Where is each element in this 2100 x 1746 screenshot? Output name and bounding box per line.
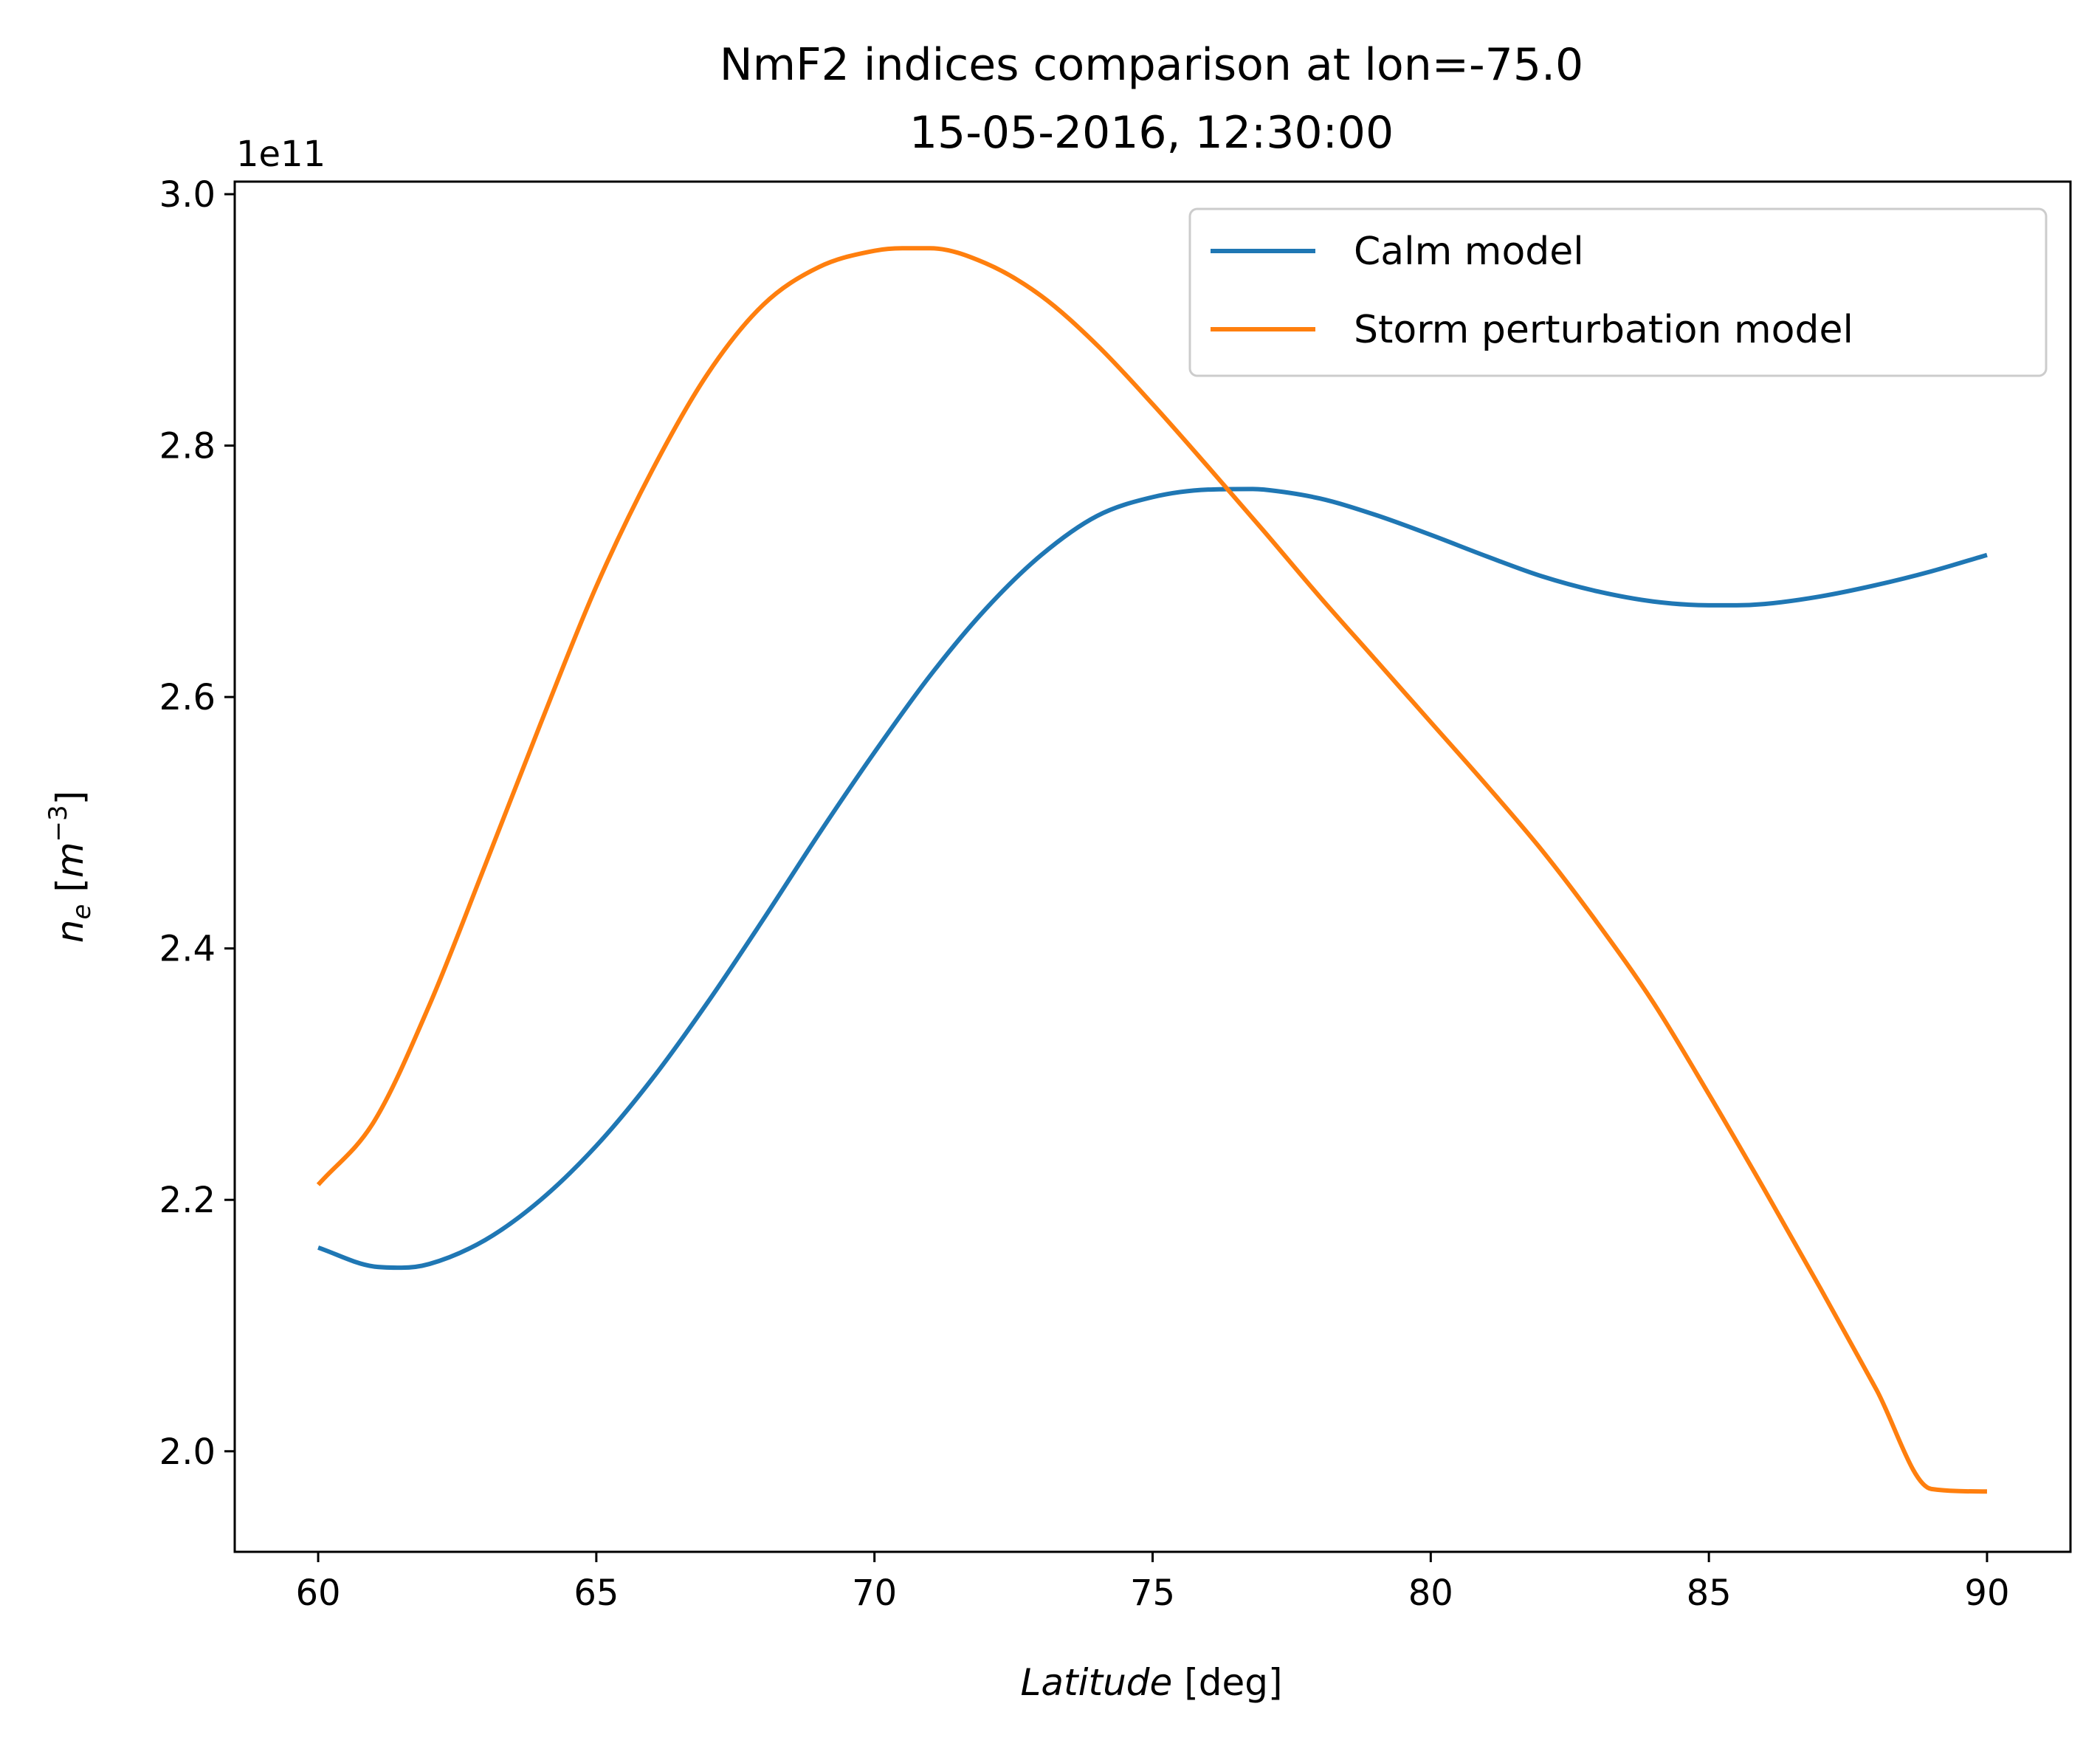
y-tick-label: 2.6	[159, 677, 216, 718]
y-tick-label: 3.0	[159, 174, 216, 216]
y-axis-label: ne [m−3]	[44, 791, 97, 943]
x-tick-label: 75	[1130, 1573, 1175, 1614]
x-tick-label: 65	[574, 1573, 619, 1614]
y-tick-label: 2.4	[159, 929, 216, 970]
y-axis-ticks: 2.0 2.2 2.4 2.6 2.8 3.0	[159, 174, 235, 1473]
y-axis-label-base: n	[49, 919, 92, 943]
series-line-calm-model	[317, 487, 1988, 1271]
y-axis-label-bracket-open: [	[49, 878, 92, 904]
x-tick-label: 85	[1687, 1573, 1732, 1614]
x-tick-label: 80	[1408, 1573, 1453, 1614]
series-group	[316, 246, 1988, 1494]
x-axis-label-unit: [deg]	[1172, 1661, 1282, 1704]
y-axis-label-unit: m	[49, 842, 92, 878]
legend-frame	[1188, 207, 2048, 377]
x-tick-label: 90	[1964, 1573, 2009, 1614]
series-line-storm-perturbation-model	[316, 246, 1987, 1494]
x-tick-label: 60	[296, 1573, 341, 1614]
y-axis-offset-text: 1e11	[236, 134, 326, 175]
y-tick-label: 2.8	[159, 426, 216, 467]
legend-label-storm-perturbation-model: Storm perturbation model	[1354, 308, 1853, 352]
y-tick-label: 2.2	[159, 1180, 216, 1221]
x-axis-label: Latitude [deg]	[1021, 1661, 1283, 1704]
legend: Calm model Storm perturbation model	[1188, 207, 2048, 377]
chart-title-line-1: NmF2 indices comparison at lon=-75.0	[720, 39, 1583, 91]
chart-title-line-2: 15-05-2016, 12:30:00	[909, 107, 1394, 159]
y-axis-label-sup: −3	[44, 805, 73, 842]
x-tick-label: 70	[852, 1573, 897, 1614]
x-axis-ticks: 60 65 70 75 80 85 90	[296, 1552, 2009, 1614]
x-axis-label-italic: Latitude	[1021, 1661, 1173, 1704]
y-axis-label-sub: e	[67, 904, 97, 920]
y-axis-label-bracket-close: ]	[49, 791, 92, 805]
legend-label-calm-model: Calm model	[1354, 230, 1584, 274]
y-tick-label: 2.0	[159, 1431, 216, 1473]
